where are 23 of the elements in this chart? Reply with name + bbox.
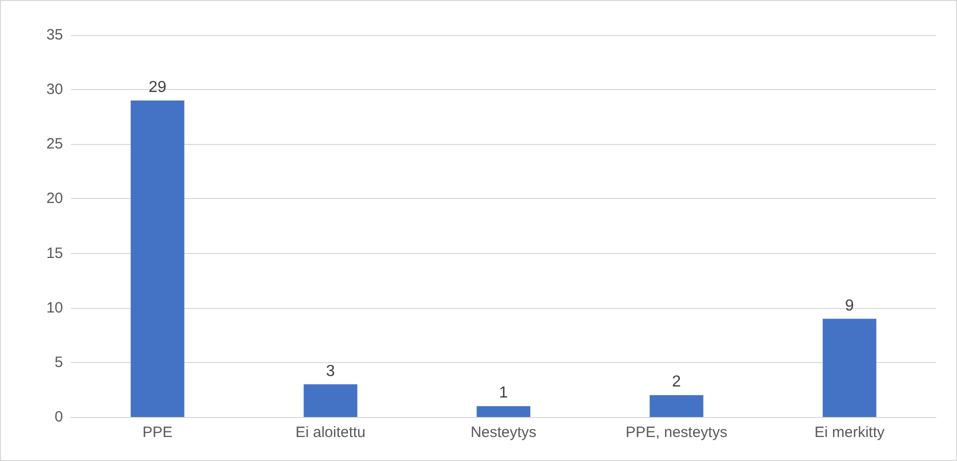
data-label: 29 <box>148 78 166 96</box>
y-tick-label: 0 <box>54 408 63 426</box>
x-tick-label: Ei aloitettu <box>295 424 366 441</box>
y-tick-label: 20 <box>46 190 63 208</box>
x-tick-label: Nesteytys <box>470 424 536 441</box>
y-tick-label: 10 <box>46 299 63 316</box>
x-tick-label: PPE <box>142 424 173 441</box>
data-label: 9 <box>845 297 854 314</box>
bar <box>650 395 704 417</box>
y-tick-label: 30 <box>46 81 63 98</box>
data-label: 1 <box>499 384 508 402</box>
data-label: 2 <box>672 374 682 391</box>
bar <box>822 318 876 417</box>
x-tick-label: Ei merkitty <box>814 424 885 441</box>
y-tick-label: 25 <box>46 136 63 153</box>
y-tick-label: 15 <box>46 244 63 262</box>
bar <box>130 100 184 417</box>
x-tick-label: PPE, nesteytys <box>626 424 728 441</box>
data-label: 3 <box>326 362 336 380</box>
bar <box>476 406 530 417</box>
y-tick-label: 35 <box>46 26 63 44</box>
bar <box>304 384 358 417</box>
y-tick-label: 5 <box>54 354 63 371</box>
